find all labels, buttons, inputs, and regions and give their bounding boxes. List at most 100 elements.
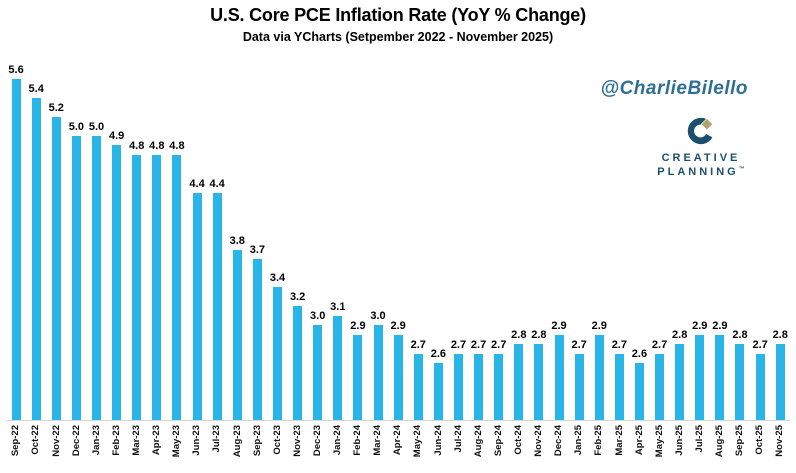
bar	[775, 344, 785, 420]
bar-value-label: 3.8	[229, 234, 245, 247]
x-axis-tick: Dec-23	[308, 421, 328, 471]
bar-column: 2.9	[348, 319, 368, 420]
bar	[313, 325, 323, 420]
x-axis-label: Aug-24	[472, 425, 484, 458]
x-axis-label: Jun-25	[673, 425, 685, 456]
bar	[695, 334, 705, 420]
bar	[554, 334, 564, 420]
x-axis-tick: Jul-23	[207, 421, 227, 471]
x-axis-tick: Apr-23	[147, 421, 167, 471]
bar-value-label: 3.4	[269, 272, 286, 285]
bar-value-label: 3.1	[330, 300, 346, 313]
bar	[453, 353, 463, 420]
x-axis-label: Sep-25	[734, 425, 746, 457]
bar-column: 2.7	[650, 338, 670, 420]
x-axis-tick: Jul-24	[448, 421, 468, 471]
bar	[614, 353, 624, 420]
bar	[353, 334, 363, 420]
bar	[252, 259, 262, 420]
bar	[112, 145, 122, 420]
x-axis-label: Nov-23	[291, 425, 303, 457]
bar-column: 5.2	[46, 102, 66, 420]
bar-column: 5.0	[66, 120, 86, 420]
x-axis-tick: Aug-23	[227, 421, 247, 471]
bar-column: 2.9	[589, 320, 609, 420]
bar-column: 2.8	[529, 330, 549, 420]
bar-value-label: 4.4	[189, 177, 205, 190]
bar	[675, 344, 685, 420]
bar-value-label: 2.7	[410, 338, 426, 351]
bar	[192, 192, 202, 420]
bar-column: 2.9	[388, 320, 408, 420]
x-axis-label: Feb-23	[110, 425, 122, 456]
bar-column: 3.7	[247, 245, 267, 420]
bar-value-label: 2.7	[651, 338, 668, 351]
bar-column: 4.4	[207, 178, 227, 420]
x-axis-tick: Oct-25	[750, 421, 770, 471]
bar	[534, 344, 544, 420]
bar-column: 5.4	[26, 83, 46, 420]
x-axis-label: Apr-23	[151, 425, 163, 456]
bar	[31, 97, 41, 420]
x-axis-label: Oct-23	[271, 425, 283, 455]
bar-column: 5.6	[6, 65, 26, 420]
x-axis-tick: Jan-23	[86, 421, 106, 471]
x-axis-tick: Apr-25	[629, 421, 649, 471]
x-axis-label: Sep-23	[251, 425, 263, 457]
bar-column: 4.8	[127, 140, 147, 420]
bar	[594, 334, 604, 420]
bar-column: 2.8	[770, 330, 790, 420]
x-axis-tick: Jun-24	[428, 421, 448, 471]
x-axis-label: Nov-24	[533, 425, 545, 457]
bar	[433, 363, 443, 420]
x-axis-tick: Oct-24	[509, 421, 529, 471]
bar-value-label: 2.7	[470, 338, 487, 351]
x-axis-label: Nov-25	[774, 425, 786, 457]
x-axis-tick: Nov-24	[529, 421, 549, 471]
bar-column: 3.8	[227, 234, 247, 420]
x-axis-tick: Jun-23	[187, 421, 207, 471]
x-axis-tick: Apr-24	[388, 421, 408, 471]
bar	[172, 154, 182, 420]
bar	[494, 353, 504, 420]
x-axis-label: Oct-24	[513, 425, 525, 455]
x-axis-tick: Sep-24	[489, 421, 509, 471]
bar	[11, 79, 21, 420]
bar-column: 2.8	[730, 330, 750, 420]
x-axis-label: Jul-23	[211, 425, 223, 453]
bar-column: 2.6	[428, 349, 448, 420]
bar	[735, 344, 745, 420]
x-axis-tick: Dec-24	[549, 421, 569, 471]
bar	[655, 353, 665, 420]
bar	[293, 306, 303, 420]
bar-value-label: 2.8	[772, 329, 788, 342]
bar-column: 3.2	[288, 292, 308, 420]
x-axis-label: Jan-24	[332, 425, 344, 456]
bar-column: 3.1	[328, 300, 348, 420]
bar-column: 2.7	[469, 338, 489, 420]
bar-column: 3.0	[368, 311, 388, 420]
bar-value-label: 5.0	[68, 120, 85, 133]
bar-column: 2.7	[489, 339, 509, 420]
x-axis-tick: May-24	[408, 421, 428, 471]
bar	[393, 334, 403, 420]
x-axis-tick: Mar-24	[368, 421, 388, 471]
bar-value-label: 2.9	[551, 319, 567, 332]
x-axis-tick: Mar-25	[609, 421, 629, 471]
bar-value-label: 2.6	[631, 348, 648, 361]
x-axis-label: Sep-22	[10, 425, 22, 457]
bar-value-label: 2.9	[350, 319, 366, 332]
x-axis-tick: Jul-25	[690, 421, 710, 471]
chart-header: U.S. Core PCE Inflation Rate (YoY % Chan…	[0, 5, 796, 44]
x-axis-tick: Nov-22	[46, 421, 66, 471]
x-axis-label: Apr-25	[633, 425, 645, 456]
bar	[574, 353, 584, 420]
x-axis-tick: Aug-24	[469, 421, 489, 471]
bar-value-label: 5.0	[88, 120, 105, 133]
creative-planning-c-icon	[687, 117, 714, 145]
x-axis-label: Jan-23	[90, 425, 102, 456]
x-axis-tick: Oct-23	[267, 421, 287, 471]
x-axis-label: Jul-25	[694, 425, 706, 453]
x-axis-label: Jun-24	[432, 425, 444, 456]
bar-value-label: 3.7	[249, 244, 266, 256]
